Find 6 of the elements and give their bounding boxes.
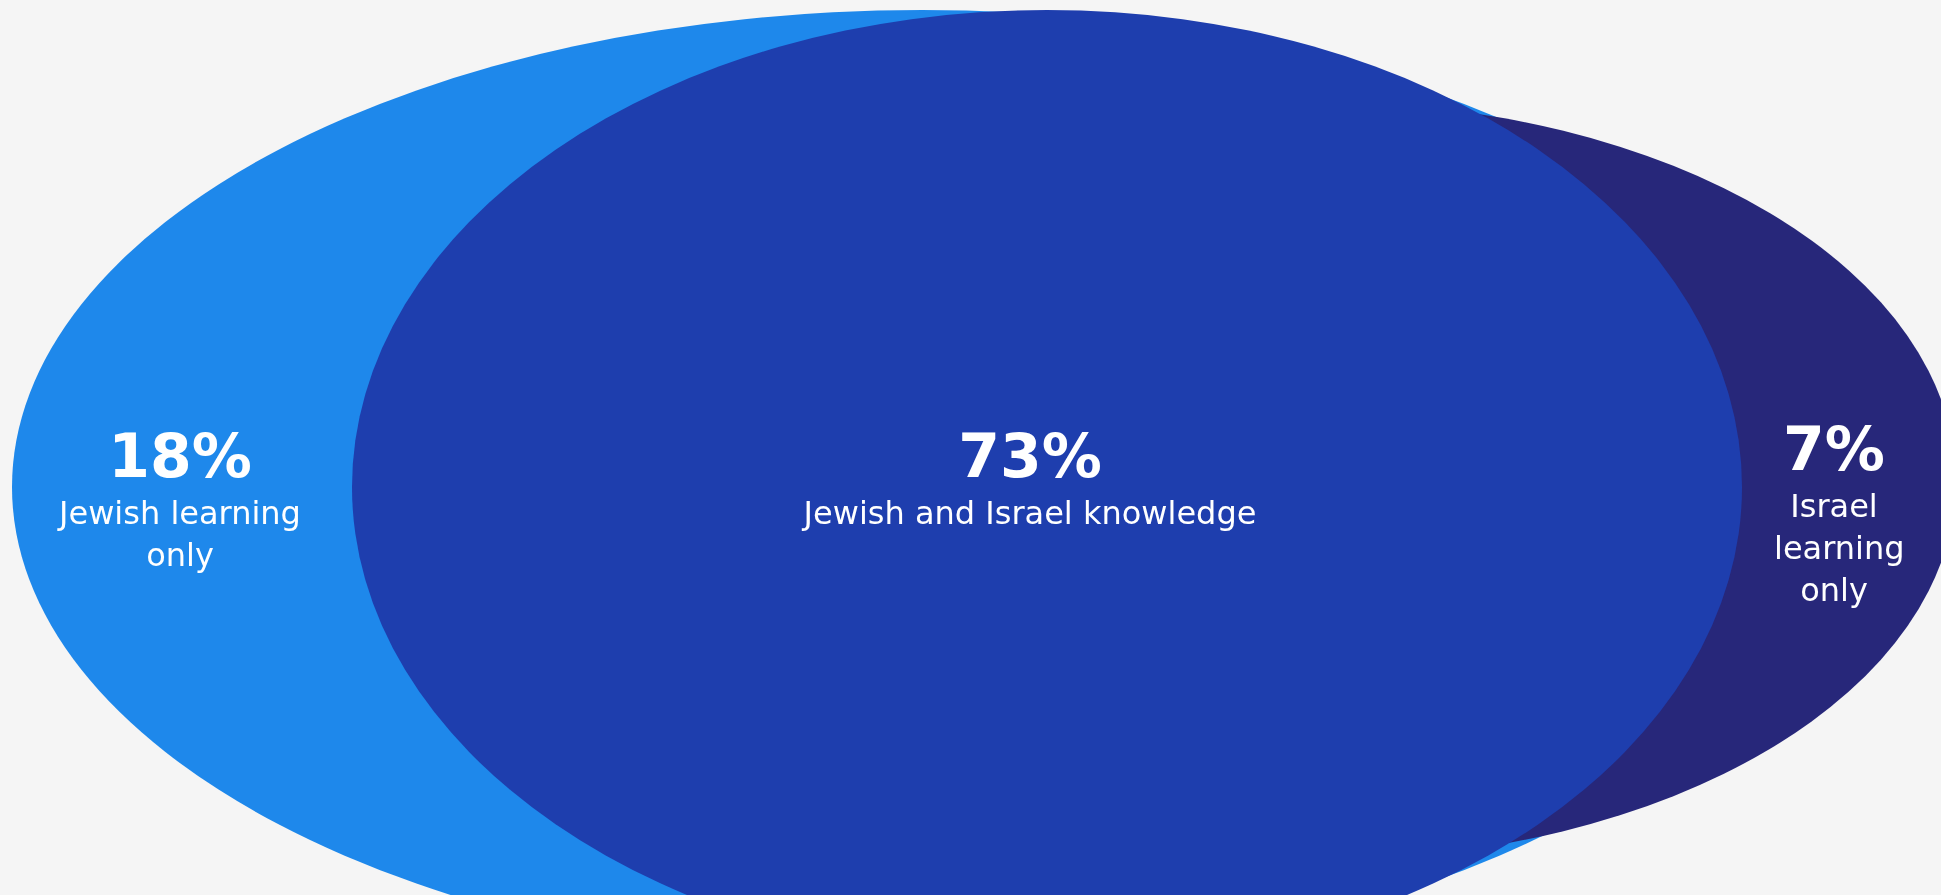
category-label: Jewish and Israel knowledge xyxy=(800,493,1258,534)
data-label: 7% xyxy=(1782,413,1886,485)
category-label: Israel learning only xyxy=(1774,486,1905,611)
data-label: 73% xyxy=(957,420,1103,492)
data-label: 18% xyxy=(107,420,253,492)
category-label: Jewish learning only xyxy=(56,493,302,576)
